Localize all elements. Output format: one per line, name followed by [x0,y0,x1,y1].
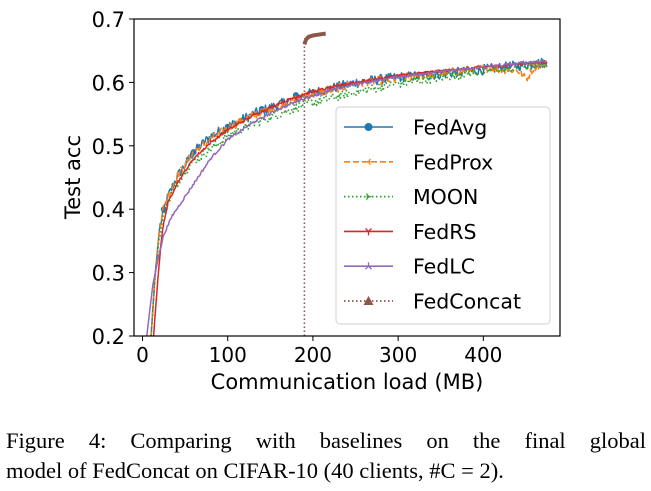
tri-up-marker-icon [365,262,372,270]
legend-label: FedRS [413,220,477,244]
legend-item-fedprox: FedProx [344,150,493,174]
triangle-marker-icon [363,296,374,305]
legend-item-fedconcat: FedConcat [344,290,521,314]
x-tick-label: 400 [464,343,502,367]
legend-label: FedAvg [413,116,487,140]
y-tick-label: 0.6 [92,71,125,95]
tri-down-marker-icon [365,227,372,236]
legend-label: FedProx [413,150,493,174]
series-line [146,60,547,336]
legend-item-moon: MOON [344,185,478,209]
y-tick-label: 0.7 [92,8,125,32]
series-fedlc [146,60,547,336]
x-tick-label: 0 [136,343,149,367]
x-tick-label: 200 [294,343,332,367]
series-line [303,32,326,336]
series-fedconcat [302,31,326,336]
chart: 0 100 200 300 400 0.2 0.3 0.4 0.5 0.6 0.7 Communi… [61,8,561,394]
series-line [150,58,548,336]
figure-caption: Figure 4: Comparing with baselines on th… [6,426,646,486]
legend-label: FedConcat [413,290,521,314]
tri-left-marker-icon [365,158,372,166]
tri-right-marker-icon [365,193,372,200]
series-moon [150,58,548,336]
y-tick-label: 0.4 [92,198,125,222]
x-axis-label: Communication load (MB) [211,370,484,394]
legend-item-fedrs: FedRS [344,220,477,244]
caption-line-1: Figure 4: Comparing with baselines on th… [6,428,646,453]
y-axis-label: Test acc [61,135,85,220]
y-axis: 0.2 0.3 0.4 0.5 0.6 0.7 [92,8,134,349]
caption-line-2: model of FedConcat on CIFAR-10 (40 clien… [6,458,504,483]
y-tick-label: 0.5 [92,135,125,159]
x-tick-label: 100 [209,343,247,367]
x-tick-label: 300 [379,343,417,367]
circle-marker-icon [364,123,373,131]
legend-label: MOON [413,185,478,209]
series-marker-band [302,31,326,46]
series-layer [146,31,548,336]
y-tick-label: 0.2 [92,325,125,349]
legend-item-fedlc: FedLC [344,255,475,279]
y-tick-label: 0.3 [92,262,125,286]
legend-item-fedavg: FedAvg [344,116,487,140]
legend-label: FedLC [413,255,475,279]
axes-frame [133,18,561,337]
x-axis: 0 100 200 300 400 [136,336,502,367]
legend: FedAvg FedProx MOON FedRS FedLC FedConcat [335,106,551,325]
